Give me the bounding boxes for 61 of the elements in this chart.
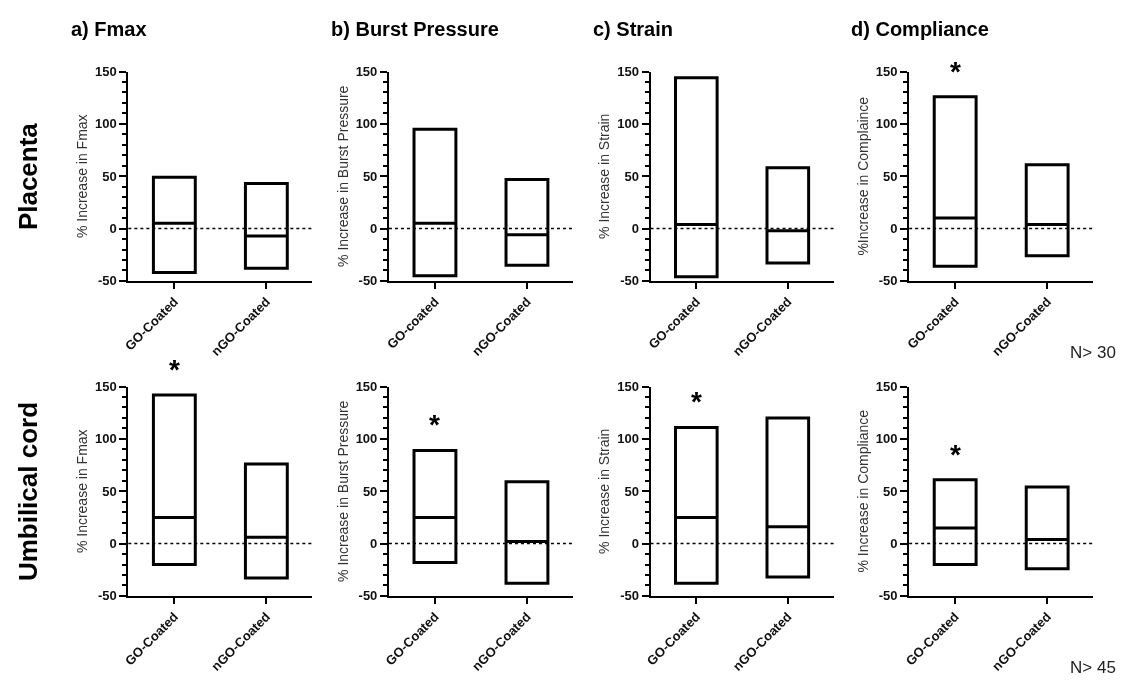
y-tick-label: 0 bbox=[890, 536, 898, 552]
chart-title: c) Strain bbox=[593, 18, 674, 40]
chart-title: b) Burst Pressure bbox=[331, 18, 499, 40]
y-tick-label: 0 bbox=[370, 221, 378, 237]
y-tick-label: 50 bbox=[102, 168, 117, 184]
y-axis-title: % Increase in Strain bbox=[596, 113, 613, 239]
text: * bbox=[169, 354, 180, 385]
y-tick-label: 50 bbox=[102, 483, 117, 499]
y-tick-label: 50 bbox=[883, 168, 898, 184]
annotation: * bbox=[950, 56, 961, 87]
y-tick-label: 150 bbox=[355, 64, 378, 80]
y-tick-label: 100 bbox=[875, 431, 898, 447]
y-tick-label: 50 bbox=[624, 168, 639, 184]
y-tick-label: -50 bbox=[620, 273, 639, 289]
y-tick-label: 100 bbox=[355, 116, 378, 132]
y-tick-label: 50 bbox=[362, 168, 378, 184]
y-tick-label: 100 bbox=[617, 116, 639, 132]
y-tick-label: 150 bbox=[875, 64, 898, 80]
y-tick-label: 0 bbox=[631, 221, 639, 237]
text: N> 45 bbox=[1070, 658, 1116, 677]
y-tick-label: 100 bbox=[95, 431, 117, 447]
y-axis-title: %Increase in Complaince bbox=[854, 96, 871, 256]
text: Placenta bbox=[12, 122, 43, 231]
y-tick-label: 150 bbox=[875, 379, 898, 395]
y-tick-label: -50 bbox=[97, 273, 117, 289]
y-tick-label: 50 bbox=[362, 483, 378, 499]
y-tick-label: 0 bbox=[109, 221, 117, 237]
y-tick-label: 100 bbox=[95, 116, 117, 132]
y-tick-label: -50 bbox=[878, 273, 898, 289]
y-tick-label: 0 bbox=[370, 536, 378, 552]
y-axis-title: % Increase in Fmax bbox=[74, 429, 91, 554]
chart-title: d) Compliance bbox=[851, 18, 989, 40]
y-axis-title: % Increase in Burst Pressure bbox=[334, 400, 351, 582]
y-tick-label: 150 bbox=[355, 379, 378, 395]
annotation: * bbox=[950, 439, 961, 470]
text: N> 30 bbox=[1070, 343, 1116, 362]
annotation: * bbox=[429, 409, 440, 440]
y-tick-label: 0 bbox=[631, 536, 639, 552]
y-tick-label: 50 bbox=[624, 483, 639, 499]
y-tick-label: -50 bbox=[620, 588, 639, 604]
y-tick-label: 100 bbox=[617, 431, 639, 447]
y-tick-label: 0 bbox=[890, 221, 898, 237]
y-axis-title: % Increase in Strain bbox=[596, 428, 613, 554]
annotation: * bbox=[691, 386, 702, 417]
chart-title: a) Fmax bbox=[71, 18, 147, 40]
y-tick-label: 0 bbox=[109, 536, 117, 552]
y-tick-label: 150 bbox=[617, 379, 639, 395]
y-axis-title: % Increase in Compliance bbox=[854, 409, 871, 573]
y-tick-label: -50 bbox=[97, 588, 117, 604]
y-tick-label: 50 bbox=[883, 483, 898, 499]
y-tick-label: -50 bbox=[878, 588, 898, 604]
y-tick-label: 100 bbox=[875, 116, 898, 132]
y-axis-title: % Increase in Fmax bbox=[74, 114, 91, 239]
y-axis-title: % Increase in Burst Pressure bbox=[334, 85, 351, 267]
y-tick-label: -50 bbox=[358, 273, 378, 289]
text: Umbilical cord bbox=[12, 401, 43, 582]
y-tick-label: 100 bbox=[355, 431, 378, 447]
y-tick-label: -50 bbox=[358, 588, 378, 604]
y-tick-label: 150 bbox=[617, 64, 639, 80]
y-tick-label: 150 bbox=[95, 379, 117, 395]
y-tick-label: 150 bbox=[95, 64, 117, 80]
